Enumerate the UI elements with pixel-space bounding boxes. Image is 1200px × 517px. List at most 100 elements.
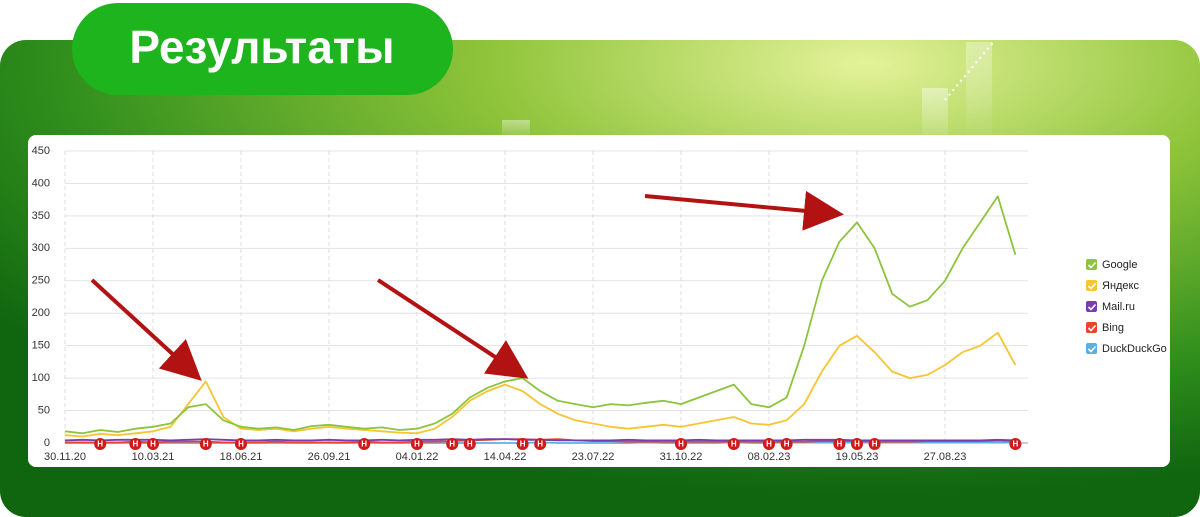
event-label: Н	[731, 440, 737, 449]
x-tick-label: 10.03.21	[132, 451, 175, 463]
legend-swatch	[1086, 343, 1097, 354]
slide-title: Результаты	[129, 21, 394, 73]
event-label: Н	[203, 440, 209, 449]
event-marker: Н	[516, 438, 529, 450]
event-badge	[833, 438, 846, 450]
legend-check	[1087, 261, 1097, 269]
event-badge	[868, 438, 881, 450]
arrows	[90, 190, 844, 381]
event-badge	[94, 438, 107, 450]
y-tick-label: 300	[32, 242, 50, 254]
event-label: Н	[97, 440, 103, 449]
event-marker: Н	[358, 438, 371, 450]
event-badge	[727, 438, 740, 450]
y-tick-label: 250	[32, 275, 50, 287]
event-label: Н	[872, 440, 878, 449]
legend-check	[1087, 324, 1097, 332]
y-tick-label: 0	[44, 437, 50, 449]
event-marker: Н	[763, 438, 775, 450]
event-marker: Н	[94, 438, 107, 450]
event-marker: Н	[446, 438, 459, 450]
x-tick-label: 23.07.22	[572, 451, 615, 463]
event-badge	[763, 438, 775, 450]
x-tick-label: 08.02.23	[748, 451, 791, 463]
event-marker: Н	[199, 438, 212, 450]
y-tick-label: 50	[38, 404, 50, 416]
event-label: Н	[1013, 440, 1019, 449]
legend-swatch	[1086, 322, 1097, 333]
decor-bar	[966, 42, 992, 142]
event-badge	[411, 438, 423, 450]
event-badge	[446, 438, 459, 450]
event-badge	[851, 438, 863, 450]
event-badge	[129, 438, 142, 450]
event-label: Н	[361, 440, 367, 449]
legend-label: DuckDuckGo	[1102, 343, 1167, 355]
event-marker: Н	[463, 438, 476, 450]
event-label: Н	[537, 440, 543, 449]
legend-check	[1087, 282, 1097, 290]
y-tick-label: 200	[32, 307, 50, 319]
decor-dots	[944, 39, 996, 101]
event-label: Н	[467, 440, 473, 449]
x-tick-label: 30.11.20	[44, 451, 86, 463]
series-line	[64, 195, 1017, 435]
arrow	[376, 278, 529, 379]
event-label: Н	[150, 440, 156, 449]
arrow	[644, 190, 844, 231]
x-tick-label: 04.01.22	[396, 451, 439, 463]
event-badge	[235, 438, 247, 450]
event-marker: Н	[851, 438, 863, 450]
event-marker: Н	[780, 438, 793, 450]
series-line	[64, 331, 1017, 438]
event-badge	[675, 438, 687, 450]
event-marker: Н	[147, 438, 159, 450]
title-pill	[72, 3, 453, 95]
event-label: Н	[238, 440, 244, 449]
y-tick-label: 100	[32, 372, 50, 384]
event-marker: Н	[129, 438, 142, 450]
x-tick-label: 27.08.23	[924, 451, 967, 463]
event-badge	[463, 438, 476, 450]
event-badge	[1009, 438, 1022, 450]
event-label: Н	[449, 440, 455, 449]
chart: 0 50 100 150 200 250 300 350 400 450 30.11.20 10.03…	[32, 145, 1167, 463]
x-tick-label: 18.06.21	[220, 451, 263, 463]
event-label: Н	[766, 440, 772, 449]
event-badge	[147, 438, 159, 450]
x-tick-label: 19.05.23	[836, 451, 879, 463]
y-tick-label: 400	[32, 177, 50, 189]
event-label: Н	[784, 440, 790, 449]
x-tick-label: 26.09.21	[308, 451, 351, 463]
event-badge	[358, 438, 371, 450]
event-label: Н	[133, 440, 139, 449]
legend-check	[1087, 345, 1097, 353]
event-label: Н	[414, 440, 420, 449]
event-marker: Н	[235, 438, 247, 450]
x-tick-label: 31.10.22	[660, 451, 703, 463]
event-marker: Н	[868, 438, 881, 450]
event-label: Н	[520, 440, 526, 449]
legend-label: Яндекс	[1102, 280, 1139, 292]
event-marker: Н	[1009, 438, 1022, 450]
legend-label: Google	[1102, 259, 1137, 271]
chart-panel	[28, 135, 1170, 467]
legend-label: Mail.ru	[1102, 301, 1135, 313]
event-label: Н	[678, 440, 684, 449]
event-label: Н	[854, 440, 860, 449]
x-tick-label: 14.04.22	[484, 451, 527, 463]
event-badge	[199, 438, 212, 450]
event-marker: Н	[833, 438, 846, 450]
event-badge	[780, 438, 793, 450]
y-tick-label: 450	[32, 145, 50, 157]
event-label: Н	[837, 440, 843, 449]
legend-swatch	[1086, 280, 1097, 291]
event-marker: Н	[675, 438, 687, 450]
event-marker: Н	[411, 438, 423, 450]
legend-check	[1087, 303, 1097, 311]
y-tick-label: 350	[32, 210, 50, 222]
legend-swatch	[1086, 301, 1097, 312]
arrow	[90, 278, 202, 381]
